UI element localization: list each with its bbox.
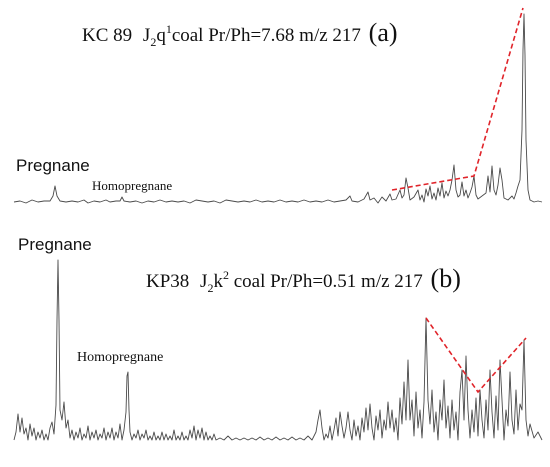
panel-a-formation: J xyxy=(143,25,150,46)
panel-b-guide-line xyxy=(425,317,527,394)
panel-b-sample: KP38 xyxy=(146,271,189,292)
panel-a-formation-sub: 2 xyxy=(150,35,156,49)
panel-a-member-sup: 1 xyxy=(166,22,172,36)
panel-b-title: KP38 J2k2 coal Pr/Ph=0.51 m/z 217 (b) xyxy=(146,263,461,295)
panel-b-homopregnane-label: Homopregnane xyxy=(77,350,163,365)
panel-a-sample: KC 89 xyxy=(82,25,132,46)
panel-b-title-tail: coal Pr/Ph=0.51 m/z 217 xyxy=(234,271,423,292)
panel-a-guide-line xyxy=(391,7,524,191)
panel-a-trace xyxy=(13,13,543,204)
panel-b-member: k xyxy=(213,271,223,292)
panel-b-trace xyxy=(13,259,543,441)
panel-b-formation-sub: 2 xyxy=(207,281,213,295)
panel-a-homopregnane-label: Homopregnane xyxy=(92,178,172,193)
panel-b-tag: (b) xyxy=(431,264,461,293)
panel-b-pregnane-label: Pregnane xyxy=(18,235,92,254)
panel-a-pregnane-label: Pregnane xyxy=(16,156,90,175)
panel-a-tag: (a) xyxy=(369,18,398,47)
panel-a: KC 89 J2q1coal Pr/Ph=7.68 m/z 217 (a) Pr… xyxy=(13,7,543,204)
panel-a-member: q xyxy=(156,25,166,46)
panel-b-formation: J xyxy=(200,271,207,292)
panel-a-title-tail: coal Pr/Ph=7.68 m/z 217 xyxy=(172,25,361,46)
panel-b: Pregnane KP38 J2k2 coal Pr/Ph=0.51 m/z 2… xyxy=(13,235,543,441)
panel-b-member-sup: 2 xyxy=(223,268,229,282)
panel-a-title: KC 89 J2q1coal Pr/Ph=7.68 m/z 217 (a) xyxy=(82,18,398,49)
